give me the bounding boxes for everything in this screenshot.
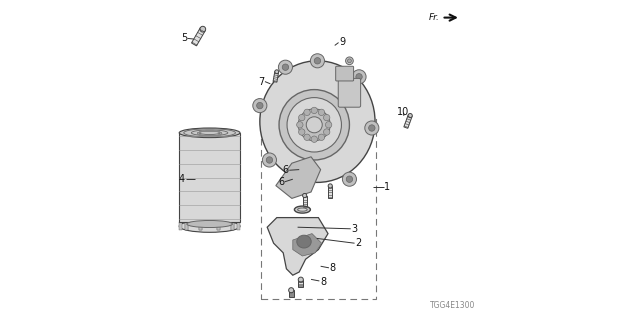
Text: TGG4E1300: TGG4E1300: [430, 301, 475, 310]
Circle shape: [266, 157, 273, 163]
Bar: [179, 222, 182, 230]
Text: 4: 4: [179, 174, 185, 184]
Circle shape: [304, 134, 310, 140]
Circle shape: [408, 114, 412, 118]
Text: Fr.: Fr.: [429, 13, 440, 22]
Ellipse shape: [260, 61, 375, 182]
Circle shape: [298, 182, 305, 189]
Circle shape: [348, 59, 351, 63]
Bar: [199, 222, 202, 230]
Ellipse shape: [294, 206, 310, 213]
Circle shape: [307, 117, 323, 133]
Bar: [185, 222, 188, 230]
Circle shape: [311, 107, 317, 114]
Ellipse shape: [287, 98, 342, 152]
Circle shape: [326, 122, 332, 128]
Circle shape: [323, 129, 330, 135]
Text: 8: 8: [320, 276, 326, 287]
Circle shape: [365, 121, 379, 135]
Circle shape: [328, 184, 332, 188]
Text: 6: 6: [278, 177, 284, 188]
Circle shape: [299, 129, 305, 135]
Ellipse shape: [297, 235, 311, 248]
Circle shape: [297, 122, 303, 128]
Circle shape: [346, 176, 353, 182]
Bar: [237, 222, 240, 230]
FancyBboxPatch shape: [298, 280, 303, 287]
Ellipse shape: [179, 128, 240, 138]
Circle shape: [262, 153, 276, 167]
FancyBboxPatch shape: [191, 28, 205, 46]
Polygon shape: [268, 218, 328, 275]
Circle shape: [298, 277, 303, 282]
Circle shape: [318, 134, 324, 140]
Circle shape: [314, 58, 321, 64]
FancyBboxPatch shape: [328, 186, 332, 198]
Circle shape: [346, 57, 353, 65]
Text: 3: 3: [351, 224, 358, 234]
Text: 6: 6: [282, 165, 289, 175]
Circle shape: [311, 136, 317, 142]
Circle shape: [278, 60, 292, 74]
Bar: [231, 222, 234, 230]
Circle shape: [299, 115, 305, 121]
Circle shape: [342, 172, 356, 186]
Circle shape: [318, 109, 324, 116]
Ellipse shape: [298, 109, 330, 141]
Bar: [231, 222, 234, 230]
Ellipse shape: [179, 220, 240, 232]
FancyBboxPatch shape: [303, 196, 307, 208]
Bar: [185, 222, 188, 230]
Circle shape: [282, 64, 289, 70]
Circle shape: [304, 109, 310, 116]
Bar: [261, 117, 376, 299]
Circle shape: [289, 288, 294, 293]
Ellipse shape: [298, 208, 307, 211]
Ellipse shape: [187, 220, 232, 228]
Circle shape: [257, 102, 263, 109]
Circle shape: [200, 26, 205, 32]
Ellipse shape: [279, 90, 349, 160]
Circle shape: [275, 70, 278, 74]
Bar: [217, 222, 220, 230]
Circle shape: [253, 99, 267, 113]
Polygon shape: [276, 157, 321, 198]
FancyBboxPatch shape: [289, 290, 294, 297]
Text: 7: 7: [259, 76, 265, 87]
Circle shape: [323, 115, 330, 121]
Bar: [217, 222, 220, 230]
Circle shape: [294, 179, 308, 193]
Text: 10: 10: [397, 107, 410, 117]
Text: 2: 2: [355, 238, 362, 248]
FancyBboxPatch shape: [336, 66, 354, 81]
FancyBboxPatch shape: [404, 115, 412, 128]
Circle shape: [310, 54, 324, 68]
Circle shape: [352, 70, 366, 84]
Bar: [199, 222, 202, 230]
Text: 9: 9: [339, 36, 346, 47]
Circle shape: [356, 74, 362, 80]
Text: 8: 8: [330, 263, 336, 273]
FancyBboxPatch shape: [273, 71, 278, 82]
Polygon shape: [179, 133, 240, 222]
Circle shape: [369, 125, 375, 131]
Polygon shape: [292, 234, 322, 256]
Text: 1: 1: [384, 182, 390, 192]
Circle shape: [303, 193, 307, 197]
FancyBboxPatch shape: [339, 78, 361, 107]
Text: 5: 5: [181, 33, 187, 44]
